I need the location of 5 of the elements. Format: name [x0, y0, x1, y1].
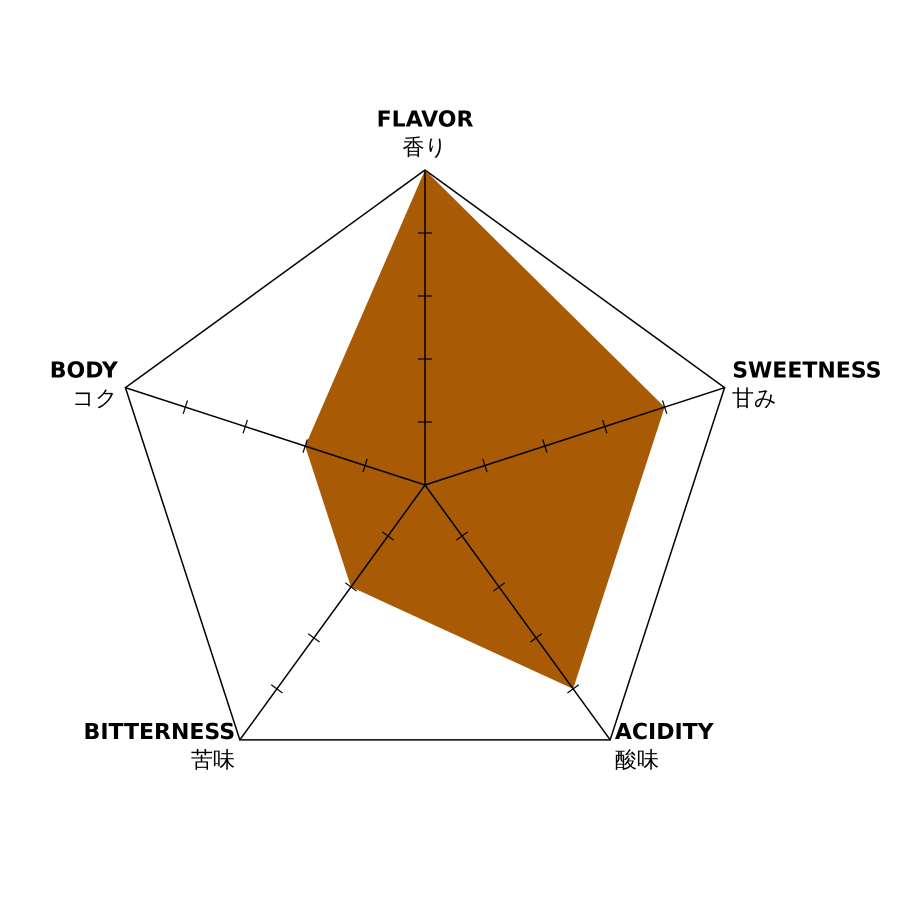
- spoke-label: SWEETNESS 甘み: [732, 358, 882, 412]
- spoke-label: BODY コク: [50, 358, 119, 412]
- spoke-label: BITTERNESS 苦味: [84, 720, 236, 773]
- spoke-label: ACIDITY 酸味: [614, 720, 715, 773]
- spoke-label: FLAVOR 香り: [376, 108, 474, 160]
